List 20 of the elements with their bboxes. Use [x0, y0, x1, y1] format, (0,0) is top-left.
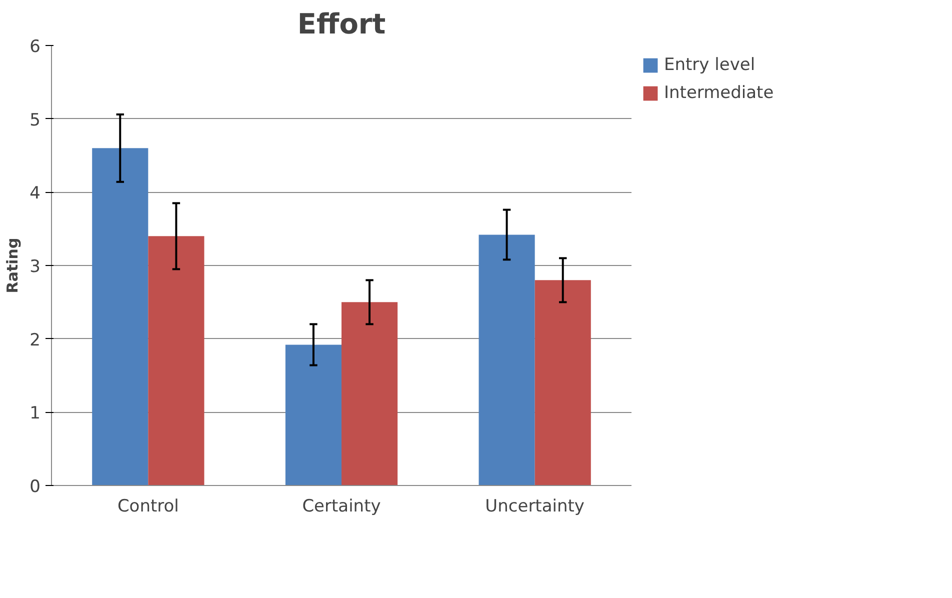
y-tick-label: 5 [30, 110, 41, 130]
y-tick-label: 2 [30, 330, 41, 350]
bar [148, 236, 204, 486]
y-tick-label: 0 [30, 477, 41, 497]
legend-label: Intermediate [664, 83, 774, 103]
y-axis-title: Rating [4, 238, 22, 294]
bar [478, 234, 535, 486]
legend-label: Entry level [664, 55, 756, 75]
chart-title: Effort [297, 8, 386, 40]
x-tick-label: Control [117, 496, 179, 516]
x-tick-label: Uncertainty [485, 496, 584, 516]
bar [534, 280, 591, 486]
bar [342, 302, 398, 486]
y-tick-label: 4 [30, 184, 41, 204]
y-tick-label: 6 [30, 37, 41, 57]
y-tick-label: 3 [30, 257, 41, 277]
bar [92, 148, 148, 486]
y-tick-label: 1 [30, 404, 41, 424]
bar [285, 344, 342, 486]
x-tick-label: Certainty [302, 496, 381, 516]
